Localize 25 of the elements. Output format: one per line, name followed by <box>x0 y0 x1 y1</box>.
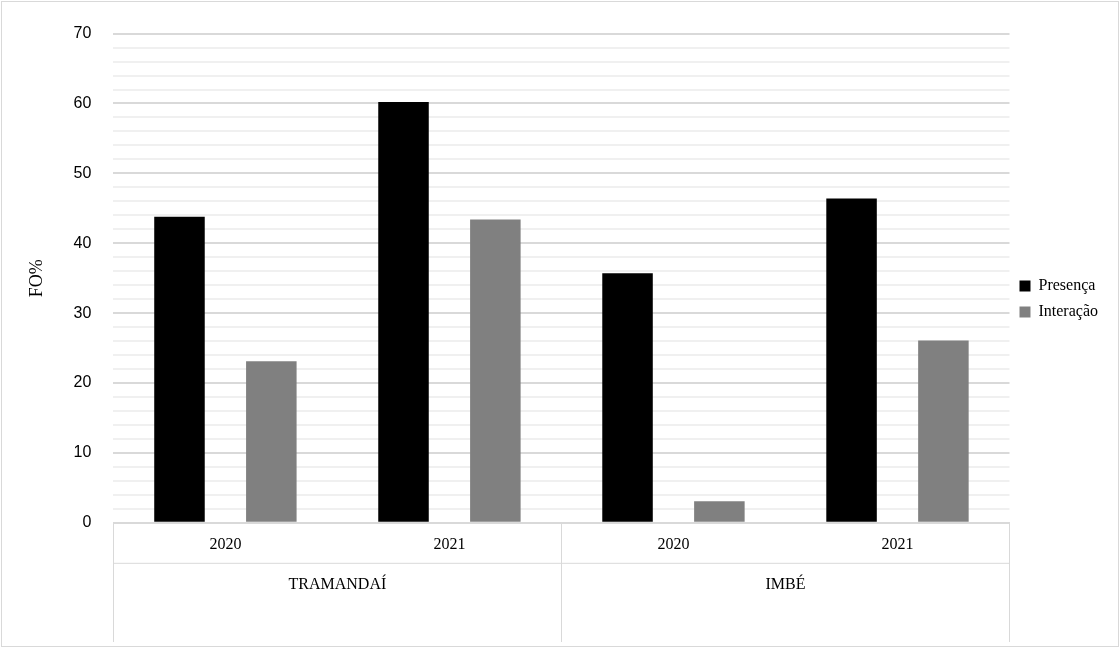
bar <box>154 216 205 522</box>
y-axis-title: FO% <box>25 259 46 298</box>
y-tick-label: 30 <box>73 303 92 321</box>
y-tick-label: 50 <box>73 163 92 181</box>
bar <box>694 501 745 522</box>
y-tick-label: 0 <box>82 513 92 531</box>
bar <box>918 340 969 522</box>
y-tick-label: 20 <box>73 373 92 391</box>
bar <box>826 198 877 522</box>
x-tick-label: 2021 <box>433 534 466 552</box>
y-tick-label: 70 <box>73 24 92 42</box>
legend-label: Interação <box>1038 302 1099 321</box>
bar <box>246 361 297 522</box>
bar <box>470 219 521 522</box>
y-tick-label: 10 <box>73 443 92 461</box>
y-tick-label: 40 <box>73 233 92 251</box>
text: IMBÉ <box>765 574 806 592</box>
x-tick-label: 2020 <box>657 534 690 552</box>
y-tick-label: 60 <box>73 93 92 111</box>
bar <box>602 273 653 522</box>
text: TRAMANDAÍ <box>288 574 387 592</box>
x-tick-label: 2021 <box>881 534 914 552</box>
x-tick-label: 2020 <box>209 534 242 552</box>
bar <box>378 102 429 522</box>
legend-label: Presença <box>1038 276 1096 295</box>
